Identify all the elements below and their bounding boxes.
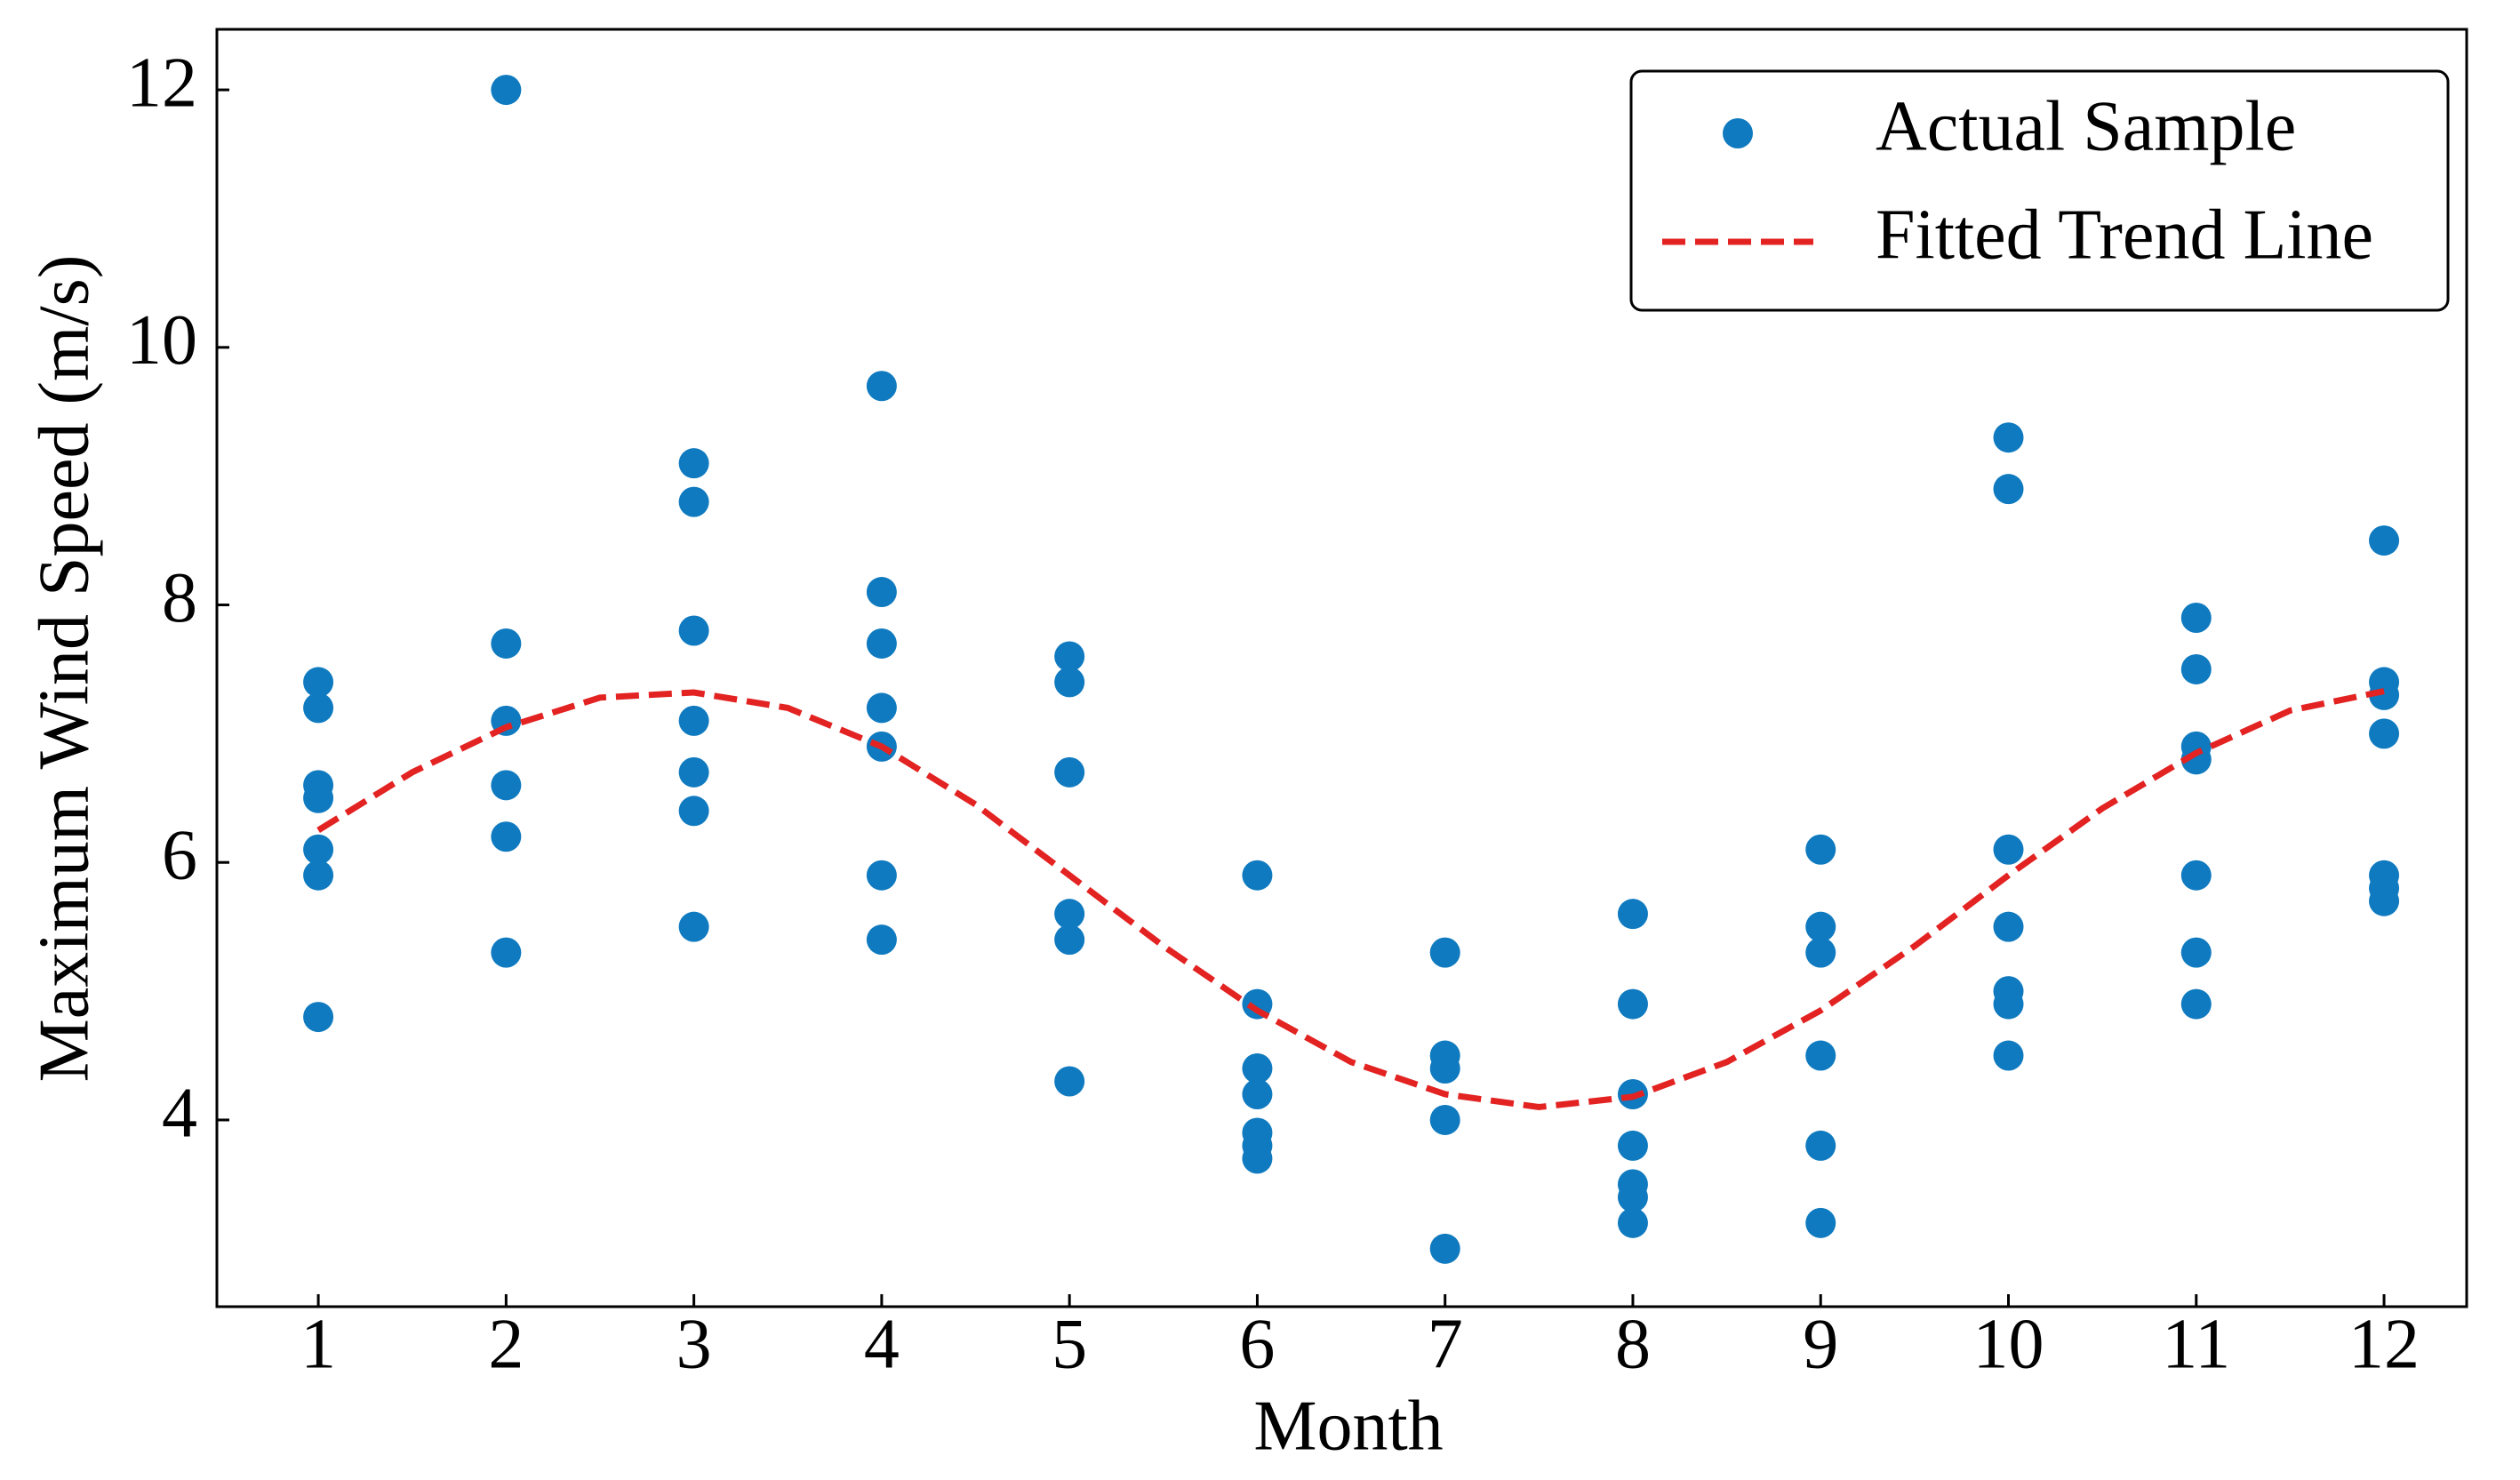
sample-point (866, 924, 897, 956)
sample-point (678, 705, 709, 736)
x-tick-label: 3 (676, 1305, 712, 1383)
sample-point (1805, 1207, 1836, 1238)
x-tick-label: 11 (2162, 1305, 2230, 1383)
sample-point (491, 937, 522, 968)
sample-point (491, 75, 522, 106)
sample-point (303, 667, 334, 698)
sample-point (1054, 756, 1085, 788)
sample-point (303, 860, 334, 891)
sample-point (1805, 1130, 1836, 1161)
sample-point (866, 628, 897, 659)
sample-point (1242, 1053, 1273, 1084)
sample-point (1054, 899, 1085, 930)
sample-point (678, 911, 709, 942)
sample-point (1617, 988, 1648, 1020)
sample-point (678, 448, 709, 479)
sample-point (1429, 1053, 1460, 1084)
sample-point (303, 692, 334, 724)
x-tick-label: 8 (1615, 1305, 1651, 1383)
sample-point (1242, 1078, 1273, 1109)
sample-point (1993, 988, 2024, 1020)
sample-point (1993, 911, 2024, 942)
sample-point (1993, 474, 2024, 505)
sample-point (1617, 1207, 1648, 1238)
y-tick-label: 4 (162, 1074, 197, 1152)
sample-point (2180, 988, 2212, 1020)
x-tick-label: 1 (300, 1305, 336, 1383)
sample-point (678, 615, 709, 646)
x-tick-label: 12 (2348, 1305, 2420, 1383)
sample-point (678, 486, 709, 517)
legend-marker (1723, 118, 1753, 148)
sample-point (303, 782, 334, 813)
sample-point (1242, 860, 1273, 891)
sample-point (1054, 1066, 1085, 1097)
sample-point (866, 371, 897, 402)
x-tick-label: 7 (1428, 1305, 1463, 1383)
sample-point (491, 770, 522, 801)
sample-point (1617, 899, 1648, 930)
sample-point (303, 834, 334, 865)
sample-point (491, 628, 522, 659)
sample-point (866, 860, 897, 891)
sample-point (1429, 1104, 1460, 1135)
sample-point (1429, 1233, 1460, 1264)
legend-label: Fitted Trend Line (1876, 196, 2373, 274)
x-tick-label: 2 (488, 1305, 524, 1383)
legend-label: Actual Sample (1876, 87, 2296, 165)
plot-frame (215, 28, 2468, 1308)
sample-point (678, 756, 709, 788)
sample-point (303, 1002, 334, 1033)
sample-point (1993, 834, 2024, 865)
sample-point (1054, 641, 1085, 672)
sample-point (1054, 667, 1085, 698)
x-axis-label: Month (1253, 1387, 1443, 1465)
sample-point (1054, 924, 1085, 956)
sample-point (1993, 422, 2024, 453)
x-tick-label: 4 (864, 1305, 900, 1383)
sample-point (1429, 937, 1460, 968)
y-tick-label: 12 (126, 44, 197, 122)
sample-point (1805, 1040, 1836, 1071)
sample-point (1805, 911, 1836, 942)
sample-point (1993, 1040, 2024, 1071)
sample-point (1805, 937, 1836, 968)
sample-point (491, 821, 522, 852)
y-tick-label: 6 (162, 817, 197, 895)
y-tick-label: 10 (126, 301, 197, 380)
sample-point (2180, 603, 2212, 634)
x-tick-label: 5 (1052, 1305, 1087, 1383)
sample-point (2369, 679, 2400, 710)
trend-line (316, 688, 2385, 1110)
sample-point (1805, 834, 1836, 865)
x-tick-label: 6 (1239, 1305, 1275, 1383)
sample-point (678, 796, 709, 827)
sample-point (866, 577, 897, 608)
sample-point (1617, 1130, 1648, 1161)
sample-point (2369, 718, 2400, 749)
sample-point (866, 692, 897, 724)
x-tick-label: 9 (1803, 1305, 1838, 1383)
sample-point (2369, 885, 2400, 916)
sample-point (2180, 860, 2212, 891)
legend-box (1629, 69, 2450, 312)
y-tick-label: 8 (162, 559, 197, 637)
sample-point (1617, 1181, 1648, 1212)
sample-point (1242, 1143, 1273, 1174)
y-axis-label: Maximum Wind Speed (m/s) (25, 255, 103, 1083)
sample-point (2180, 653, 2212, 684)
x-tick-label: 10 (1973, 1305, 2044, 1383)
sample-point (2180, 937, 2212, 968)
sample-point (2180, 744, 2212, 775)
sample-point (2369, 525, 2400, 556)
